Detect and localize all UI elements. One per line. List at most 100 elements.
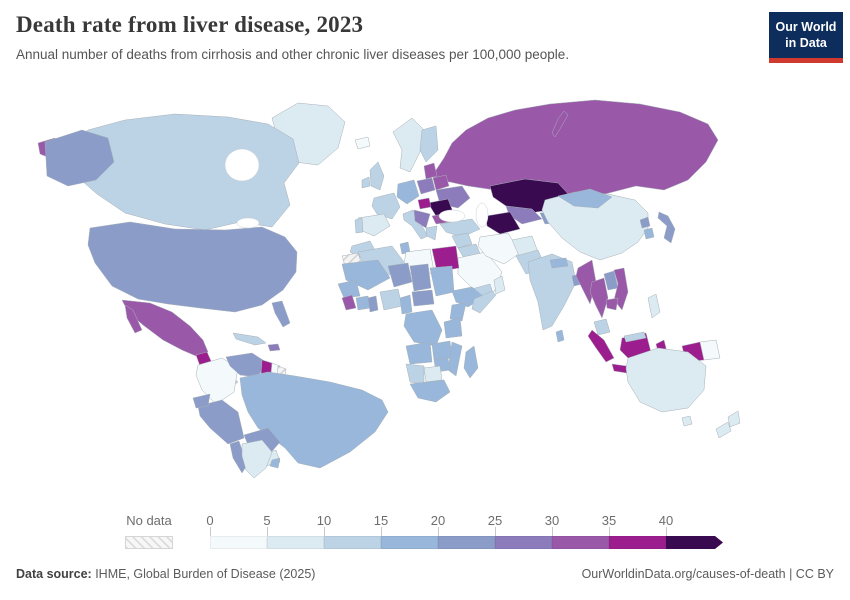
region-norway-sweden[interactable]: [392, 117, 425, 173]
map-legend: No data 0 5 10 15 20 25 30 35 40: [0, 510, 850, 556]
legend-segment-35-40[interactable]: [609, 536, 666, 549]
region-south-africa[interactable]: [409, 379, 451, 403]
region-angola[interactable]: [405, 341, 433, 365]
region-north-korea[interactable]: [639, 216, 651, 229]
region-mozambique[interactable]: [447, 341, 463, 377]
legend-segment-30-35[interactable]: [552, 536, 609, 549]
region-namibia[interactable]: [405, 363, 425, 385]
footer-link[interactable]: OurWorldinData.org/causes-of-death | CC …: [581, 567, 834, 581]
region-canada[interactable]: [61, 113, 300, 231]
region-cambodia[interactable]: [605, 297, 619, 311]
region-russia[interactable]: [431, 99, 719, 201]
chart-header: Death rate from liver disease, 2023 Annu…: [16, 12, 754, 62]
region-hungary[interactable]: [417, 197, 432, 210]
region-ireland[interactable]: [361, 176, 371, 189]
region-sudan[interactable]: [429, 265, 455, 297]
region-philippines[interactable]: [647, 293, 661, 319]
region-oman[interactable]: [493, 275, 506, 295]
region-thailand[interactable]: [589, 277, 609, 319]
region-ghana[interactable]: [367, 295, 379, 313]
region-baltics[interactable]: [423, 162, 438, 180]
no-data-label: No data: [126, 513, 172, 528]
region-madagascar[interactable]: [463, 345, 479, 379]
region-central-african-republic[interactable]: [411, 289, 435, 307]
data-source-label: Data source:: [16, 567, 92, 581]
region-ecuador[interactable]: [192, 393, 211, 409]
region-mongolia[interactable]: [557, 188, 613, 209]
legend-segment-10-15[interactable]: [324, 536, 381, 549]
region-botswana[interactable]: [423, 365, 443, 383]
owid-logo-line2: in Data: [785, 36, 827, 51]
region-nigeria[interactable]: [379, 288, 403, 311]
legend-tick: [210, 527, 211, 536]
region-portugal[interactable]: [354, 217, 364, 234]
region-tasmania[interactable]: [681, 415, 693, 427]
region-hispaniola[interactable]: [267, 343, 281, 352]
no-data-swatch[interactable]: [125, 536, 173, 549]
region-new-zealand-south[interactable]: [715, 421, 732, 439]
region-usa[interactable]: [87, 221, 298, 313]
region-turkey[interactable]: [439, 218, 481, 238]
black-sea: [438, 209, 466, 223]
legend-segment-25-30[interactable]: [495, 536, 552, 549]
region-south-korea[interactable]: [643, 227, 655, 240]
region-dr-congo[interactable]: [403, 309, 443, 347]
owid-logo[interactable]: Our World in Data: [769, 12, 843, 63]
region-sierra-leone-liberia[interactable]: [341, 294, 357, 311]
region-malaysia-peninsula[interactable]: [593, 318, 611, 336]
region-germany[interactable]: [396, 179, 420, 205]
region-indonesia-sumatra[interactable]: [587, 329, 615, 363]
region-cameroon[interactable]: [399, 294, 413, 315]
world-map: [37, 99, 741, 479]
legend-segment-40+[interactable]: [666, 536, 723, 549]
region-cuba[interactable]: [232, 332, 267, 346]
owid-logo-accent-bar: [769, 57, 843, 63]
legend-tick: [438, 527, 439, 536]
legend-segment-0-5[interactable]: [210, 536, 267, 549]
region-united-kingdom[interactable]: [369, 161, 385, 191]
region-zambia[interactable]: [431, 340, 453, 361]
region-turkmenistan[interactable]: [485, 211, 521, 235]
region-niger[interactable]: [387, 262, 413, 288]
region-chad[interactable]: [409, 263, 432, 292]
region-new-zealand-north[interactable]: [727, 410, 741, 428]
region-greece[interactable]: [425, 225, 438, 241]
region-colombia[interactable]: [195, 357, 239, 405]
region-egypt[interactable]: [431, 245, 460, 273]
region-tanzania[interactable]: [443, 317, 463, 339]
region-malaysia-borneo[interactable]: [623, 331, 647, 343]
legend-segment-15-20[interactable]: [381, 536, 438, 549]
region-sri-lanka[interactable]: [555, 329, 565, 343]
region-peru[interactable]: [197, 399, 245, 445]
region-syria-levant[interactable]: [451, 232, 473, 249]
region-kenya[interactable]: [449, 302, 467, 322]
region-france[interactable]: [371, 192, 401, 220]
region-senegal-guinea[interactable]: [337, 279, 361, 299]
region-china[interactable]: [541, 191, 649, 261]
region-iceland[interactable]: [354, 136, 371, 150]
data-source-value: IHME, Global Burden of Disease (2025): [91, 567, 316, 581]
region-chile[interactable]: [229, 440, 248, 474]
region-usa-alaska[interactable]: [44, 129, 115, 187]
region-argentina[interactable]: [241, 439, 273, 479]
region-japan[interactable]: [657, 211, 676, 244]
legend-tick: [381, 527, 382, 536]
region-spain[interactable]: [357, 213, 391, 237]
region-russia-novaya-zemlya[interactable]: [551, 110, 569, 138]
region-mexico-baja[interactable]: [124, 304, 143, 334]
region-usa-florida[interactable]: [271, 300, 291, 328]
region-papua-new-guinea[interactable]: [699, 339, 721, 361]
legend-segment-5-10[interactable]: [267, 536, 324, 549]
region-india[interactable]: [527, 253, 577, 331]
region-uruguay[interactable]: [269, 457, 281, 469]
region-nepal[interactable]: [549, 257, 569, 269]
region-somalia[interactable]: [471, 290, 497, 314]
legend-segment-20-25[interactable]: [438, 536, 495, 549]
legend-tick: [495, 527, 496, 536]
region-brazil[interactable]: [239, 371, 389, 469]
region-belarus[interactable]: [432, 174, 450, 191]
region-australia[interactable]: [625, 347, 707, 413]
region-finland[interactable]: [419, 125, 439, 163]
region-iran[interactable]: [477, 232, 521, 265]
region-poland[interactable]: [416, 177, 436, 195]
